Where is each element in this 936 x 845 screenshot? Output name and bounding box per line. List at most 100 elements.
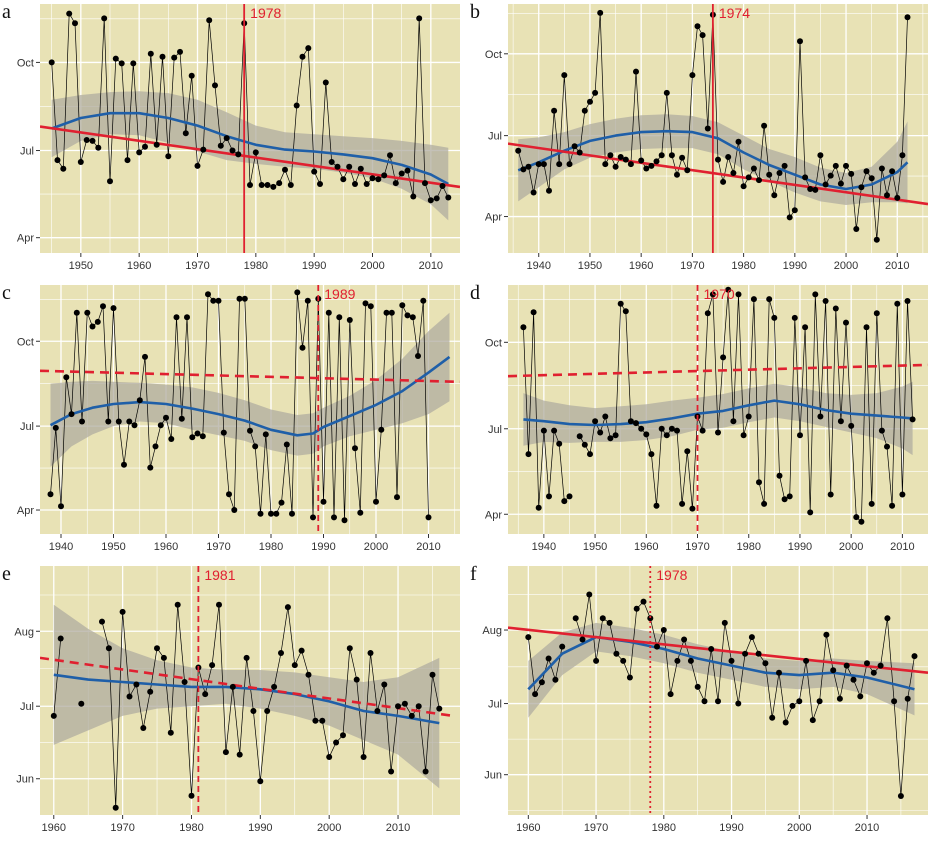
data-point-d: [684, 448, 691, 455]
data-point-f: [599, 615, 606, 622]
smooth-trend-line-f: [527, 635, 915, 691]
data-point-b: [832, 162, 839, 169]
data-point-f: [836, 695, 843, 702]
data-point-b: [873, 236, 880, 243]
data-point-e: [57, 635, 64, 642]
data-point-b: [791, 207, 798, 214]
data-point-e: [291, 662, 298, 669]
data-point-d: [679, 500, 686, 507]
data-point-d: [848, 422, 855, 429]
data-point-c: [173, 314, 180, 321]
data-point-f: [647, 615, 654, 622]
data-point-a: [247, 182, 253, 188]
data-point-e: [257, 778, 264, 785]
data-point-e: [147, 688, 154, 695]
y-tick-label-d: Jul: [488, 424, 502, 436]
data-point-d: [725, 286, 732, 293]
data-point-c: [409, 314, 416, 321]
data-point-d: [540, 427, 547, 434]
data-point-c: [131, 422, 138, 429]
data-point-a: [177, 48, 183, 55]
data-point-d: [566, 493, 573, 500]
data-point-a: [112, 55, 119, 62]
confidence-band-e: [53, 604, 440, 789]
y-tick-label-e: Aug: [14, 626, 34, 638]
data-point-b: [540, 161, 547, 168]
x-tick-label-b: 1960: [629, 260, 653, 272]
data-point-b: [750, 165, 757, 172]
x-tick-label-e: 2010: [386, 822, 410, 834]
data-point-a: [252, 149, 259, 156]
data-point-d: [530, 309, 537, 316]
x-tick-label-c: 1960: [154, 541, 178, 553]
data-point-d: [735, 291, 742, 298]
data-point-c: [304, 297, 311, 304]
data-point-d: [909, 416, 916, 423]
data-point-a: [200, 146, 207, 153]
data-point-a: [311, 168, 318, 175]
data-point-a: [346, 163, 353, 170]
data-point-d: [597, 429, 604, 436]
chart-panel-a: 1978 Apr Jul Oct 1950 1960 1970 1980 1990 2000 201…: [0, 0, 468, 281]
data-point-a: [107, 178, 113, 185]
data-point-d: [699, 427, 706, 434]
data-point-f: [809, 717, 816, 724]
data-point-e: [140, 725, 147, 731]
x-tick-label-b: 1940: [526, 260, 550, 272]
panel-letter-c: c: [2, 282, 11, 304]
panel-letter-f: f: [470, 563, 477, 585]
data-point-e: [264, 708, 271, 714]
data-point-e: [236, 751, 243, 758]
data-point-f: [552, 676, 559, 683]
data-point-f: [857, 693, 864, 700]
data-point-c: [325, 309, 332, 316]
x-tick-label-b: 1990: [783, 260, 807, 272]
data-point-e: [243, 654, 250, 661]
data-point-a: [328, 159, 335, 165]
data-point-e: [174, 601, 181, 608]
data-point-a: [299, 53, 306, 60]
data-point-a: [416, 15, 423, 22]
data-point-c: [357, 509, 364, 516]
data-point-e: [422, 768, 429, 775]
data-point-e: [119, 608, 126, 615]
data-point-d: [592, 418, 599, 425]
data-point-b: [576, 149, 583, 156]
x-tick-label-c: 2010: [416, 541, 440, 553]
data-point-f: [593, 657, 600, 664]
data-point-f: [545, 655, 552, 662]
data-point-c: [163, 414, 169, 421]
break-year-label-c: 1989: [324, 286, 355, 302]
chart-f-svg: 1978 Jun Jul Aug 1960 1970 1980 1990 2000 2010: [482, 566, 928, 834]
data-point-e: [381, 681, 388, 688]
data-point-f: [776, 669, 782, 676]
data-point-f: [525, 634, 532, 641]
x-tick-label-b: 2000: [834, 260, 858, 272]
data-point-c: [189, 434, 196, 441]
data-point-d: [653, 502, 660, 509]
linear-trend-line-d: [508, 363, 928, 378]
data-point-d: [633, 420, 639, 427]
x-tick-label-d: 1970: [685, 541, 709, 553]
data-point-b: [786, 214, 793, 221]
data-point-b: [643, 165, 650, 172]
data-point-e: [436, 705, 443, 712]
data-point-c: [378, 426, 385, 433]
data-point-c: [352, 445, 358, 452]
x-tick-label-f: 2000: [787, 822, 811, 834]
x-tick-label-d: 1940: [532, 541, 556, 553]
data-point-b: [827, 172, 834, 179]
data-point-e: [298, 647, 305, 654]
data-point-f: [728, 657, 735, 664]
confidence-band-f: [528, 622, 915, 718]
x-tick-label-a: 2000: [360, 260, 384, 272]
data-point-b: [858, 184, 865, 191]
x-tick-label-d: 1950: [583, 541, 607, 553]
data-point-a: [159, 53, 166, 60]
data-point-e: [367, 650, 374, 656]
data-point-b: [674, 171, 680, 178]
x-tick-label-d: 2010: [890, 541, 914, 553]
data-point-b: [889, 168, 896, 175]
plot-layer-a: [40, 10, 460, 221]
data-point-a: [404, 167, 411, 174]
